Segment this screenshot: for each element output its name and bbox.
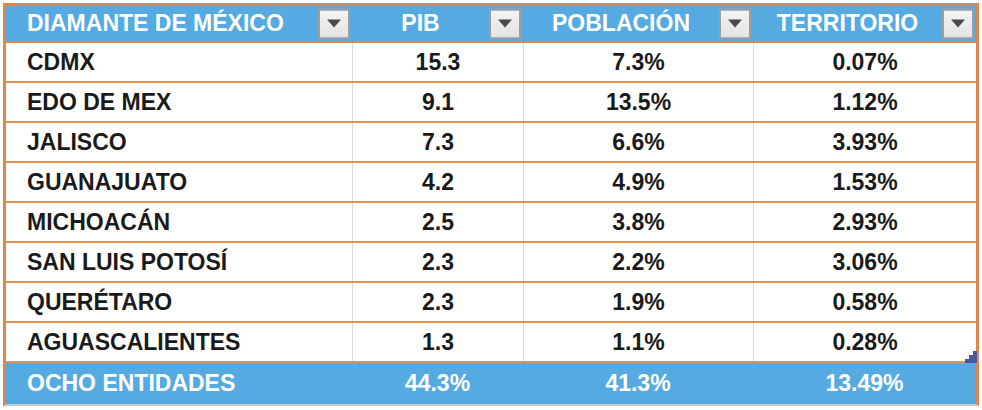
column-header-label: POBLACIÓN — [552, 10, 690, 37]
table-row-guanajuato[interactable]: GUANAJUATO 4.2 4.9% 1.53% — [6, 163, 976, 203]
entity-name-cell: CDMX — [6, 43, 352, 81]
filter-dropdown-button-territorio[interactable] — [942, 8, 974, 39]
entity-name-cell: MICHOACÁN — [6, 203, 352, 241]
table-row-aguascalientes[interactable]: AGUASCALIENTES 1.3 1.1% 0.28% — [6, 323, 976, 363]
pib-cell: 2.3 — [352, 283, 523, 321]
column-header-label: TERRITORIO — [777, 10, 918, 37]
column-header-label: DIAMANTE DE MÉXICO — [27, 10, 284, 37]
total-poblacion: 41.3% — [523, 363, 753, 404]
entity-name-cell: EDO DE MEX — [6, 83, 352, 121]
chevron-down-icon — [327, 20, 341, 28]
territorio-cell: 0.58% — [753, 283, 976, 321]
poblacion-cell: 6.6% — [523, 123, 753, 161]
total-label: OCHO ENTIDADES — [6, 363, 352, 404]
poblacion-cell: 1.9% — [523, 283, 753, 321]
column-header-poblacion[interactable]: POBLACIÓN — [523, 6, 753, 41]
entity-name-cell: SAN LUIS POTOSÍ — [6, 243, 352, 281]
pib-cell: 7.3 — [352, 123, 523, 161]
poblacion-cell: 4.9% — [523, 163, 753, 201]
table-row-jalisco[interactable]: JALISCO 7.3 6.6% 3.93% — [6, 123, 976, 163]
pib-cell: 4.2 — [352, 163, 523, 201]
table-row-edo-de-mex[interactable]: EDO DE MEX 9.1 13.5% 1.12% — [6, 83, 976, 123]
poblacion-cell: 3.8% — [523, 203, 753, 241]
total-pib: 44.3% — [352, 363, 523, 404]
column-header-label: PIB — [401, 10, 439, 37]
pib-cell: 2.3 — [352, 243, 523, 281]
territorio-cell: 1.12% — [753, 83, 976, 121]
territorio-cell: 0.28% — [753, 323, 976, 361]
entity-name-cell: JALISCO — [6, 123, 352, 161]
table-row-cdmx[interactable]: CDMX 15.3 7.3% 0.07% — [6, 43, 976, 83]
filter-dropdown-button-poblacion[interactable] — [719, 8, 751, 39]
table-row-san-luis-potosi[interactable]: SAN LUIS POTOSÍ 2.3 2.2% 3.06% — [6, 243, 976, 283]
pib-cell: 1.3 — [352, 323, 523, 361]
column-header-territorio[interactable]: TERRITORIO — [753, 6, 976, 41]
chevron-down-icon — [951, 20, 965, 28]
territorio-cell: 1.53% — [753, 163, 976, 201]
filter-dropdown-button-diamante[interactable] — [318, 8, 350, 39]
entity-name-cell: GUANAJUATO — [6, 163, 352, 201]
poblacion-cell: 2.2% — [523, 243, 753, 281]
chevron-down-icon — [728, 20, 742, 28]
column-header-diamante[interactable]: DIAMANTE DE MÉXICO — [6, 6, 352, 41]
column-header-pib[interactable]: PIB — [352, 6, 523, 41]
pib-cell: 2.5 — [352, 203, 523, 241]
table-resize-handle-icon[interactable] — [965, 351, 977, 363]
filter-dropdown-button-pib[interactable] — [489, 8, 521, 39]
poblacion-cell: 13.5% — [523, 83, 753, 121]
total-territorio: 13.49% — [753, 363, 976, 404]
entity-name-cell: QUERÉTARO — [6, 283, 352, 321]
territorio-cell: 2.93% — [753, 203, 976, 241]
diamante-de-mexico-table: DIAMANTE DE MÉXICO PIB POBLACIÓN TERRITO… — [3, 3, 979, 406]
table-header-row: DIAMANTE DE MÉXICO PIB POBLACIÓN TERRITO… — [6, 6, 976, 43]
entity-name-cell: AGUASCALIENTES — [6, 323, 352, 361]
poblacion-cell: 7.3% — [523, 43, 753, 81]
poblacion-cell: 1.1% — [523, 323, 753, 361]
territorio-cell: 3.06% — [753, 243, 976, 281]
territorio-cell: 0.07% — [753, 43, 976, 81]
table-row-queretaro[interactable]: QUERÉTARO 2.3 1.9% 0.58% — [6, 283, 976, 323]
pib-cell: 9.1 — [352, 83, 523, 121]
pib-cell: 15.3 — [352, 43, 523, 81]
table-row-michoacan[interactable]: MICHOACÁN 2.5 3.8% 2.93% — [6, 203, 976, 243]
territorio-cell: 3.93% — [753, 123, 976, 161]
chevron-down-icon — [498, 20, 512, 28]
table-total-row: OCHO ENTIDADES 44.3% 41.3% 13.49% — [6, 363, 976, 404]
